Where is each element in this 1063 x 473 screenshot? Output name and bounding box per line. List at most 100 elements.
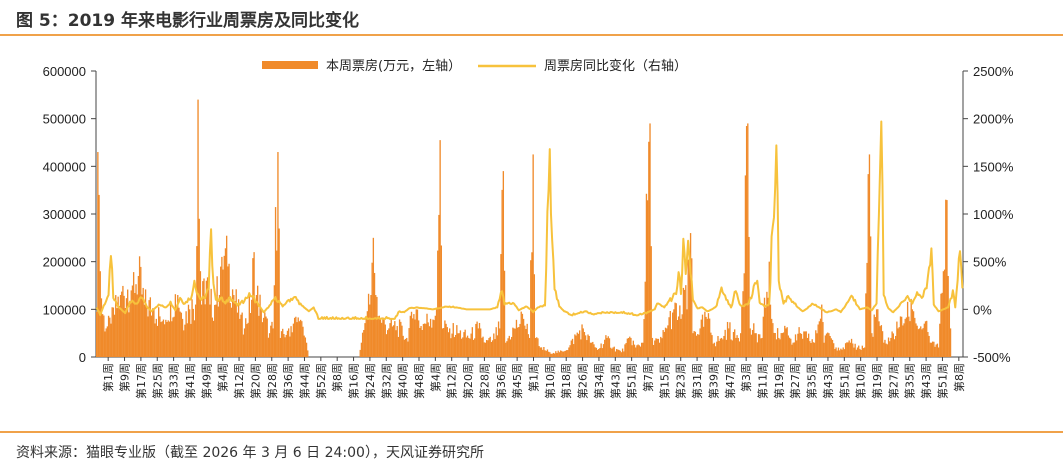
bar — [156, 325, 159, 357]
bar — [784, 325, 786, 357]
bar — [401, 325, 403, 357]
bar — [940, 293, 942, 357]
bar — [398, 319, 401, 357]
bar — [786, 327, 788, 357]
bar — [793, 342, 795, 357]
bar — [885, 343, 887, 357]
bar — [822, 322, 824, 357]
bar — [233, 295, 235, 357]
bar — [803, 331, 805, 357]
x-tick-label: 第16周 — [347, 363, 361, 399]
bar — [542, 349, 544, 357]
bar — [397, 336, 400, 357]
bar — [116, 308, 118, 357]
bar — [528, 337, 531, 357]
bar — [589, 342, 592, 357]
bar — [273, 285, 276, 357]
x-tick-label: 第26周 — [576, 363, 590, 399]
bar — [288, 328, 290, 357]
x-tick-label: 第4周 — [216, 363, 230, 392]
bar — [674, 302, 676, 357]
bar — [434, 315, 437, 357]
bar — [846, 342, 848, 357]
bar — [624, 344, 626, 357]
bar — [867, 174, 869, 357]
x-tick-label: 第12周 — [232, 363, 246, 399]
bar — [429, 318, 432, 357]
bar — [934, 346, 936, 357]
bar — [272, 328, 274, 357]
bar — [731, 340, 733, 357]
bar — [921, 329, 923, 357]
bar — [661, 338, 663, 357]
bar — [935, 344, 937, 357]
bar — [123, 295, 125, 357]
bar — [258, 315, 260, 357]
bar — [209, 304, 211, 357]
bar — [299, 319, 302, 357]
bar — [726, 321, 729, 357]
bar — [738, 341, 741, 357]
bar — [900, 316, 903, 357]
bar — [469, 338, 471, 357]
bar — [237, 299, 240, 357]
bar — [756, 342, 759, 357]
bar — [711, 335, 713, 357]
bar — [639, 346, 642, 357]
bar — [903, 323, 905, 357]
bar — [187, 304, 190, 357]
bar — [682, 287, 685, 357]
bar — [565, 350, 568, 357]
bar — [158, 307, 160, 357]
bar — [221, 256, 223, 357]
bar — [679, 305, 681, 357]
x-tick-label: 第43周 — [821, 363, 835, 399]
bar — [590, 342, 593, 357]
bar — [886, 344, 889, 357]
bar — [497, 321, 500, 357]
bar — [438, 214, 440, 357]
y-left-tick-label: 400000 — [43, 159, 86, 174]
bar — [199, 271, 202, 357]
bar — [394, 321, 396, 357]
y-right-tick-label: -500% — [973, 350, 1011, 365]
bar — [583, 332, 586, 357]
bar — [557, 350, 559, 357]
bar — [173, 316, 175, 357]
bar — [941, 292, 943, 357]
bar — [245, 318, 247, 357]
bar — [872, 336, 874, 357]
bar — [519, 323, 521, 357]
bar — [505, 342, 507, 357]
bar — [854, 343, 856, 357]
bar — [214, 304, 216, 357]
y-left-tick-label: 500000 — [43, 112, 86, 127]
bar — [211, 317, 214, 357]
bar — [364, 323, 366, 357]
bar — [228, 263, 230, 357]
bar — [755, 333, 757, 357]
bar — [911, 309, 914, 357]
x-tick-label: 第4周 — [428, 363, 442, 392]
bar — [773, 332, 775, 357]
bar — [898, 327, 900, 357]
bar — [181, 318, 184, 357]
bar — [626, 338, 629, 357]
bar — [574, 334, 576, 357]
bar — [508, 335, 510, 357]
bar — [459, 330, 462, 357]
bar — [734, 329, 736, 357]
bar — [514, 328, 516, 357]
bar — [785, 328, 787, 357]
x-tick-label: 第1周 — [527, 363, 541, 392]
bar — [710, 332, 712, 357]
y-right-tick-label: 2500% — [973, 64, 1014, 79]
bar — [928, 335, 930, 357]
bar — [202, 281, 204, 357]
bar — [732, 332, 735, 357]
bar — [449, 328, 451, 357]
chart-title: 图 5：2019 年来电影行业周票房及同比变化 — [16, 11, 359, 31]
bar — [663, 331, 665, 357]
bar — [751, 329, 754, 357]
bar — [103, 315, 105, 357]
